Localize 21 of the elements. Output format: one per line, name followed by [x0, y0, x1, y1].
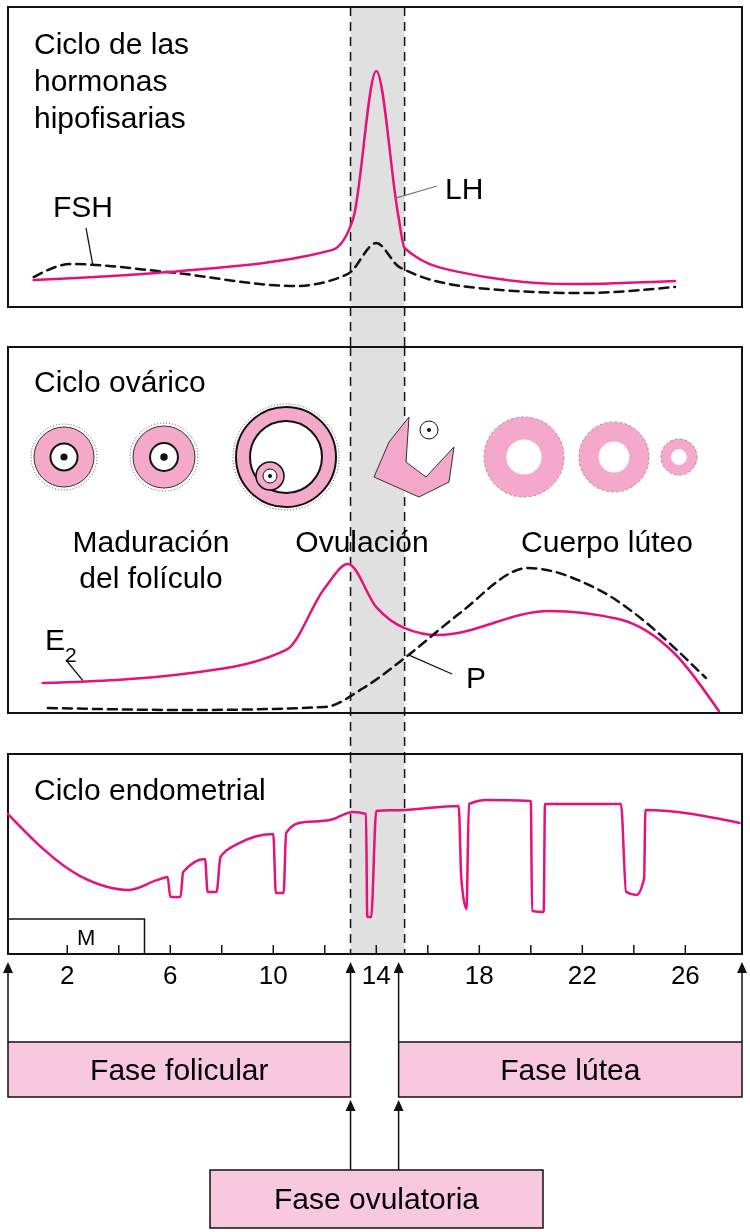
annotation: Maduración del folículo: [72, 525, 230, 594]
series-label: E$_{2}$: [45, 623, 77, 666]
legend-label: P: [466, 661, 487, 694]
chart-title: Ciclo endometrial: [34, 773, 266, 806]
x-tick-label: 18: [464, 960, 494, 990]
x-tick-label: 22: [567, 960, 597, 990]
chart-title: Ciclo de las hormonas hipofisarias: [34, 27, 190, 134]
x-tick-label: 26: [670, 960, 700, 990]
series-label: FSH: [53, 190, 113, 223]
band-label: M: [77, 925, 96, 950]
chart-title: Ciclo ovárico: [34, 365, 206, 398]
text: Ovulación: [295, 525, 429, 558]
text: Fase folicular: [90, 1052, 269, 1086]
x-tick-label: 2: [60, 960, 75, 990]
text: Fase ovulatoria: [273, 1182, 480, 1215]
text: Cuerpo lúteo: [521, 525, 693, 558]
text: Fase lútea: [500, 1052, 641, 1086]
series-label: LH: [445, 172, 484, 205]
x-tick-label: 10: [258, 960, 288, 990]
x-tick-label: 6: [163, 960, 178, 990]
x-tick-label: 14: [361, 960, 391, 990]
